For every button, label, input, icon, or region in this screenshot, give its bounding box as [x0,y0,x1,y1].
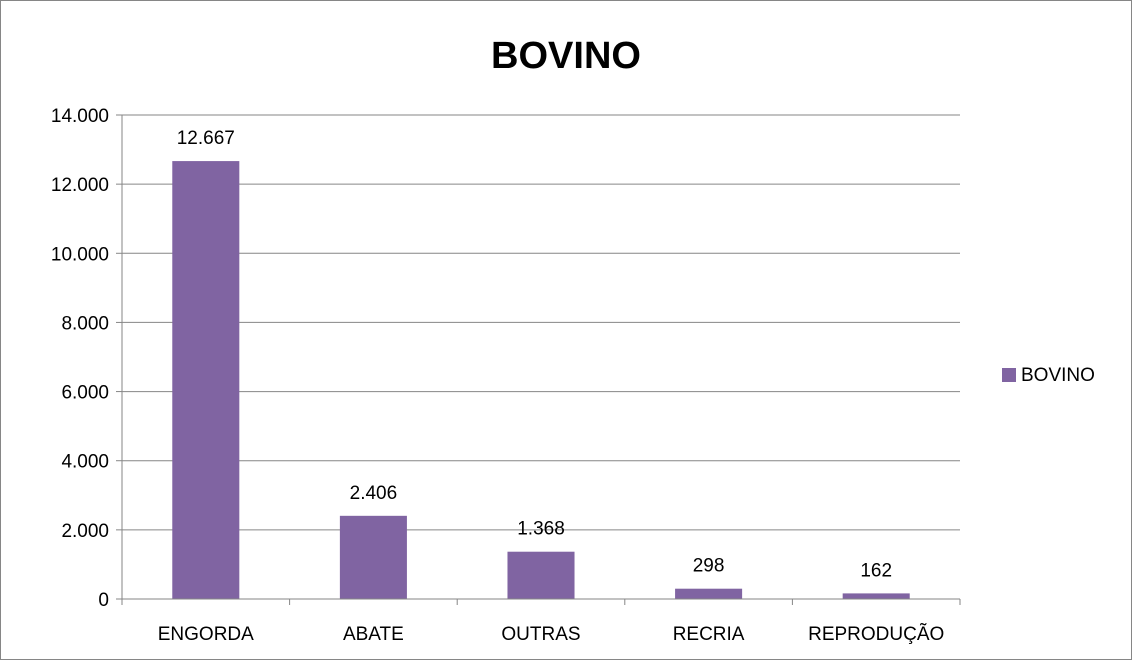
legend: BOVINO [1002,365,1095,386]
x-axis-tick-labels: ENGORDA ABATE OUTRAS RECRIA REPRODUÇÃO [158,623,945,645]
x-tick-label: REPRODUÇÃO [808,623,944,645]
legend-swatch [1002,368,1016,382]
data-labels: 12.667 2.406 1.368 298 162 [177,128,892,581]
bar [842,593,910,599]
legend-label: BOVINO [1021,365,1095,386]
data-label: 298 [693,556,725,577]
y-tick-label: 14.000 [51,106,109,127]
bars [172,161,910,599]
y-tick-label: 12.000 [51,175,109,196]
y-tick-label: 4.000 [61,452,109,473]
bar [675,588,743,599]
x-tick-label: RECRIA [673,624,745,645]
y-tick-label: 2.000 [61,521,109,542]
y-tick-label: 0 [98,590,109,611]
data-label: 2.406 [350,483,398,504]
bar [172,161,240,599]
chart-title: BOVINO [491,35,641,77]
data-label: 1.368 [517,519,565,540]
y-axis-tick-labels: 0 2.000 4.000 6.000 8.000 10.000 12.000 14.000 [51,106,109,611]
data-label: 162 [860,560,892,581]
x-axis [121,598,961,605]
data-label: 12.667 [177,128,235,149]
bar [507,551,575,599]
bar [339,515,407,599]
y-tick-label: 6.000 [61,383,109,404]
y-tick-label: 10.000 [51,244,109,265]
y-tick-label: 8.000 [61,313,109,334]
x-tick-label: ABATE [343,624,404,645]
gridlines [116,114,960,600]
x-tick-label: ENGORDA [158,624,254,645]
x-tick-label: OUTRAS [501,624,580,645]
